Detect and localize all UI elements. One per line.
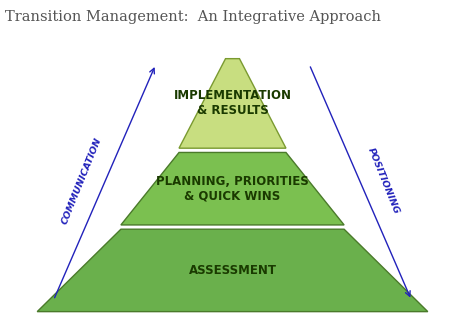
Polygon shape (121, 152, 344, 225)
Text: IMPLEMENTATION
& RESULTS: IMPLEMENTATION & RESULTS (173, 89, 292, 118)
Polygon shape (179, 59, 286, 148)
Text: ASSESSMENT: ASSESSMENT (188, 264, 277, 277)
Text: Transition Management:  An Integrative Approach: Transition Management: An Integrative Ap… (5, 10, 381, 24)
Text: POSITIONING: POSITIONING (366, 146, 401, 215)
Text: COMMUNICATION: COMMUNICATION (60, 136, 103, 226)
Text: PLANNING, PRIORITIES
& QUICK WINS: PLANNING, PRIORITIES & QUICK WINS (156, 175, 309, 203)
Polygon shape (37, 229, 428, 312)
